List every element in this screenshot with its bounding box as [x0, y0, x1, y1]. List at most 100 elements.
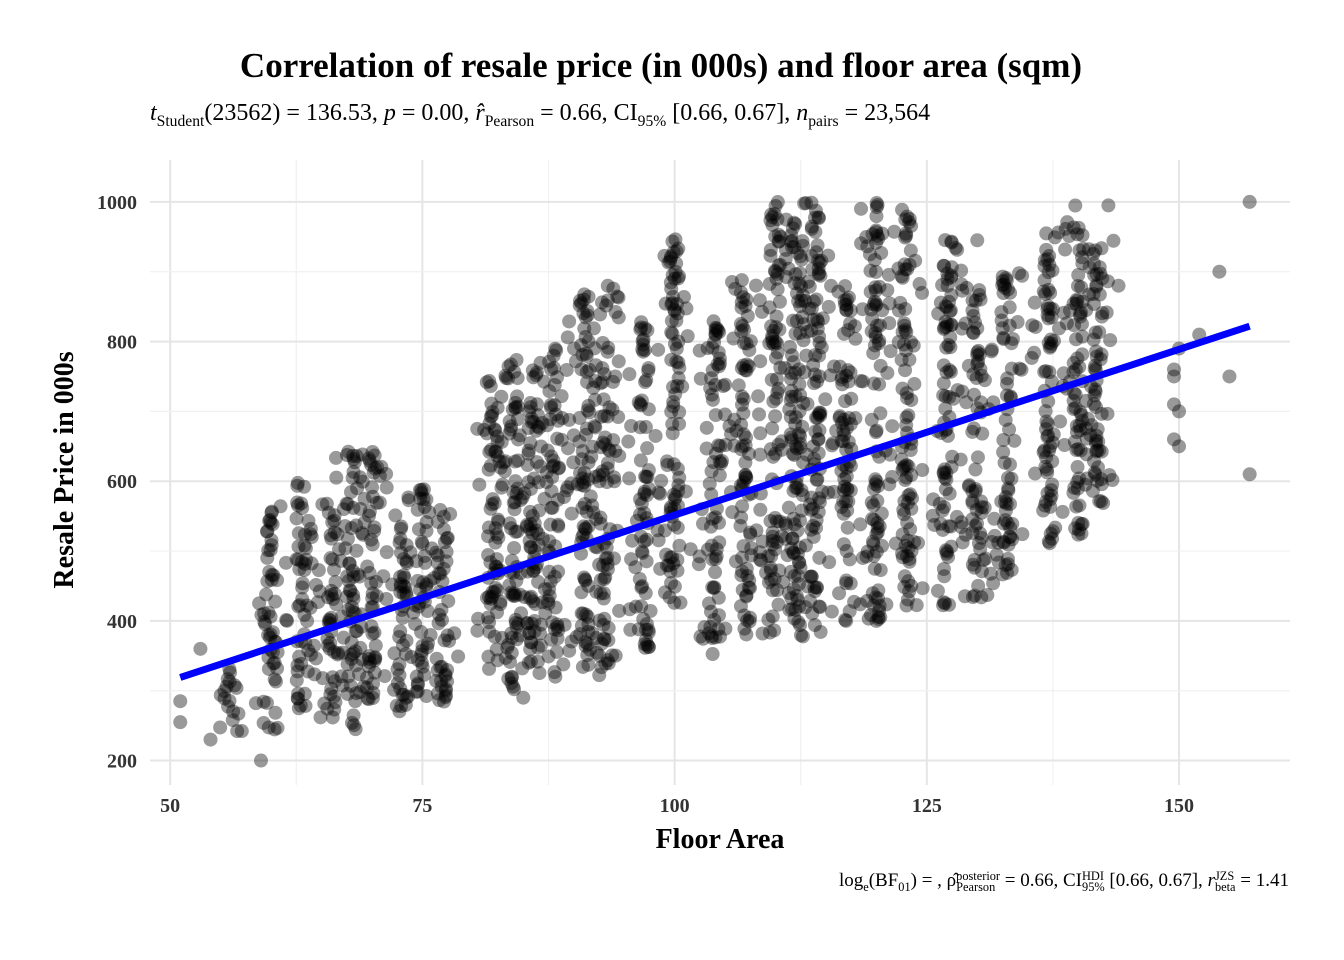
data-point	[327, 562, 342, 577]
data-point	[582, 362, 597, 377]
data-point	[968, 481, 983, 496]
data-point	[763, 242, 778, 257]
data-point	[784, 228, 799, 243]
data-point	[832, 586, 847, 601]
data-point	[635, 579, 650, 594]
data-point	[792, 276, 807, 291]
data-point	[521, 421, 536, 436]
data-point	[765, 525, 780, 540]
data-point	[586, 505, 601, 520]
data-point	[1093, 266, 1108, 281]
data-point	[765, 328, 780, 343]
data-point	[705, 647, 720, 662]
data-point	[1045, 531, 1060, 546]
data-point	[768, 264, 783, 279]
data-point	[600, 562, 615, 577]
data-point	[734, 568, 749, 583]
data-point	[1087, 256, 1102, 271]
t-label: t	[150, 100, 157, 126]
data-point	[1242, 194, 1257, 209]
data-point	[598, 437, 613, 452]
data-point	[482, 661, 497, 676]
data-point	[471, 611, 486, 626]
data-point	[836, 506, 851, 521]
data-point	[1071, 515, 1086, 530]
data-point	[1003, 521, 1018, 536]
data-point	[419, 523, 434, 538]
data-point	[811, 210, 826, 225]
data-point	[804, 323, 819, 338]
data-point	[289, 552, 304, 567]
data-point	[560, 480, 575, 495]
data-point	[594, 409, 609, 424]
data-point	[527, 543, 542, 558]
data-point	[328, 695, 343, 710]
data-point	[483, 409, 498, 424]
data-point	[761, 549, 776, 564]
data-point	[562, 643, 577, 658]
data-point	[410, 573, 425, 588]
data-point	[639, 554, 654, 569]
data-point	[821, 485, 836, 500]
data-point	[812, 495, 827, 510]
data-point	[523, 642, 538, 657]
data-point	[829, 423, 844, 438]
data-point	[944, 288, 959, 303]
data-point	[994, 305, 1009, 320]
data-point	[954, 520, 969, 535]
data-point	[430, 514, 445, 529]
data-point	[735, 318, 750, 333]
data-point	[387, 646, 402, 661]
data-point	[812, 491, 827, 506]
data-point	[718, 407, 733, 422]
data-point	[579, 427, 594, 442]
data-point	[575, 478, 590, 493]
data-point	[765, 529, 780, 544]
data-point	[1045, 477, 1060, 492]
data-point	[793, 436, 808, 451]
data-point	[510, 524, 525, 539]
data-point	[557, 490, 572, 505]
data-point	[1027, 295, 1042, 310]
data-point	[416, 482, 431, 497]
data-point	[798, 538, 813, 553]
data-point	[361, 692, 376, 707]
data-point	[811, 267, 826, 282]
data-point	[784, 348, 799, 363]
data-point	[957, 589, 972, 604]
data-point	[600, 456, 615, 471]
data-point	[586, 380, 601, 395]
data-point	[869, 196, 884, 211]
n-sub: pairs	[808, 112, 839, 130]
data-point	[393, 577, 408, 592]
data-point	[794, 483, 809, 498]
data-point	[718, 437, 733, 452]
data-point	[904, 218, 919, 233]
data-point	[280, 613, 295, 628]
data-point	[1084, 418, 1099, 433]
data-point	[665, 268, 680, 283]
data-point	[1043, 439, 1058, 454]
data-point	[806, 294, 821, 309]
data-point	[667, 337, 682, 352]
data-point	[870, 479, 885, 494]
data-point	[865, 227, 880, 242]
data-point	[531, 527, 546, 542]
data-point	[936, 561, 951, 576]
data-point	[804, 195, 819, 210]
data-point	[546, 458, 561, 473]
data-point	[416, 575, 431, 590]
data-point	[515, 661, 530, 676]
data-point	[834, 372, 849, 387]
data-point	[634, 544, 649, 559]
data-point	[669, 244, 684, 259]
data-point	[899, 410, 914, 425]
log-sub: e	[863, 879, 869, 894]
data-point	[545, 459, 560, 474]
data-point	[958, 316, 973, 331]
data-point	[954, 515, 969, 530]
data-point	[897, 580, 912, 595]
data-point	[708, 565, 723, 580]
data-point	[768, 229, 783, 244]
data-point	[392, 668, 407, 683]
